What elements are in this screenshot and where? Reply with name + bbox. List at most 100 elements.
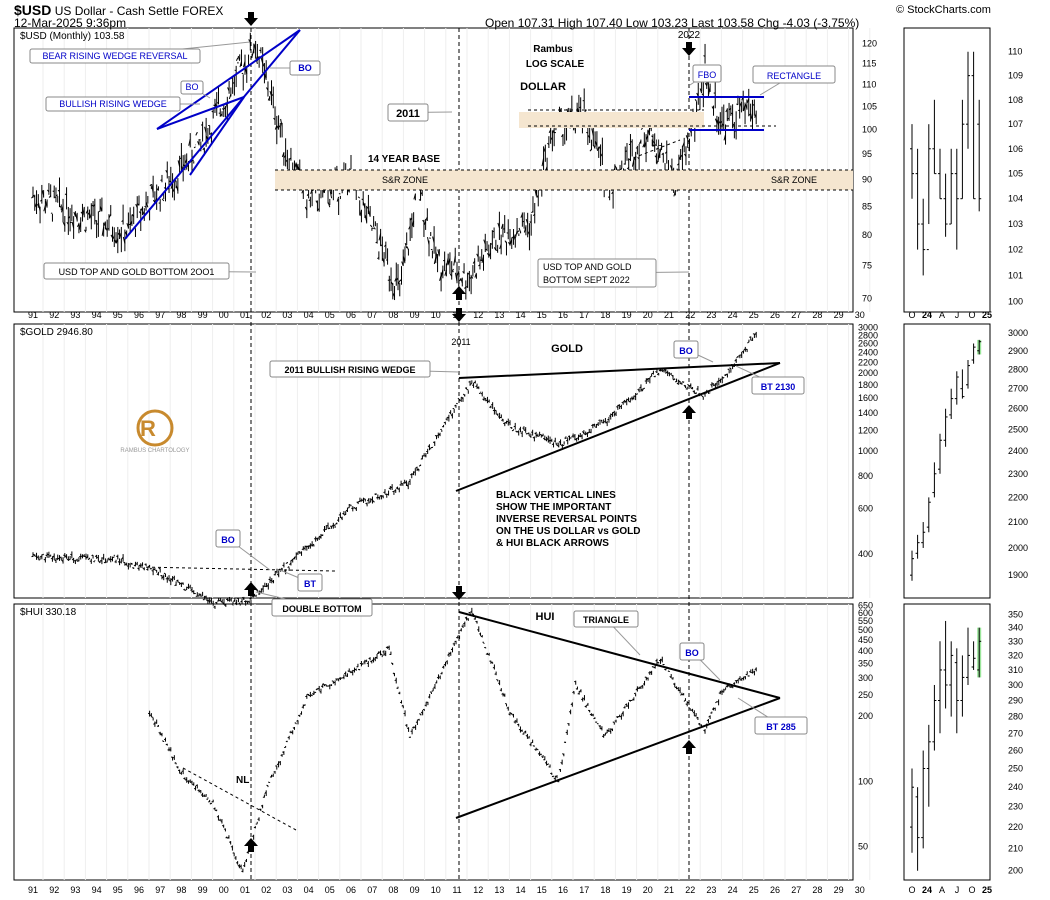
x-tick-label: 23 [706, 885, 716, 895]
hui-tick [563, 741, 566, 744]
hui-tick [499, 689, 502, 692]
usd-tick [492, 230, 495, 233]
note-line: ON THE US DOLLAR vs GOLD [496, 526, 640, 537]
hui-tick [637, 687, 640, 690]
callout-bear-wedge-text: BEAR RISING WEDGE REVERSAL [42, 51, 187, 61]
x-tick-label: 19 [622, 310, 632, 320]
gold-tick [556, 445, 560, 447]
hui-tick [225, 836, 228, 839]
hui-tick [218, 819, 221, 821]
usd-tick [600, 153, 603, 157]
gold-tick [492, 409, 495, 412]
gold-tick [462, 393, 466, 397]
usd-tick [586, 131, 589, 134]
hui-tick [579, 689, 582, 692]
sr-zone [275, 170, 853, 190]
usd-tick [235, 57, 239, 61]
hui-tick [587, 709, 590, 712]
inset-y-tick-label: 200 [1008, 866, 1023, 876]
title-rambus: Rambus [533, 44, 573, 55]
hui-tick [616, 716, 619, 719]
x-tick-label: 22 [685, 885, 695, 895]
usd-tick [486, 253, 490, 256]
inset-y-tick-label: 300 [1008, 680, 1023, 690]
x-tick-label: 22 [685, 310, 695, 320]
gold-tick [585, 432, 588, 435]
hui-tick [464, 617, 467, 620]
callout-gold-wedge-text: 2011 BULLISH RISING WEDGE [284, 365, 415, 375]
usd-tick [732, 123, 735, 126]
x-tick-label: 16 [558, 310, 568, 320]
gold-tick [454, 404, 457, 407]
hui-tick [162, 740, 164, 742]
header-credit: © StockCharts.com [896, 4, 991, 16]
inset-x-tick-label: 24 [922, 310, 932, 320]
usd-tick [31, 196, 34, 199]
hui-tick [338, 677, 341, 680]
inset-y-tick-label: 2400 [1008, 446, 1028, 456]
usd-tick [357, 196, 361, 199]
callout-hui-bt-text: BT 285 [766, 722, 796, 732]
y-tick-label: 70 [862, 293, 872, 303]
hui-tick [610, 728, 613, 731]
x-tick-label: 96 [134, 885, 144, 895]
y-tick-label: 600 [858, 503, 873, 513]
y-tick-label: 2000 [858, 368, 878, 378]
gold-tick [116, 555, 119, 558]
usd-tick [271, 93, 274, 96]
y-tick-label: 200 [858, 711, 873, 721]
hui-tick [285, 740, 288, 743]
header-description: US Dollar - Cash Settle FOREX [54, 4, 224, 18]
x-tick-label: 04 [304, 885, 314, 895]
y-tick-label: 100 [858, 776, 873, 786]
usd-tick [437, 249, 440, 257]
usd-tick [175, 185, 179, 191]
sr-zone-2011 [519, 112, 704, 128]
hui-tick [392, 672, 395, 675]
usd-tick [248, 39, 251, 44]
usd-tick [402, 256, 406, 264]
hui-tick [729, 686, 732, 688]
hui-tick [387, 646, 390, 649]
usd-tick [401, 261, 404, 266]
usd-tick [301, 189, 304, 194]
gold-tick [181, 582, 184, 585]
usd-tick [142, 211, 145, 216]
x-tick-label: 28 [812, 885, 822, 895]
x-tick-label: 07 [367, 885, 377, 895]
hui-tick [292, 727, 295, 730]
usd-tick [513, 234, 516, 240]
gold-tick [580, 434, 583, 438]
callout-usd-top-2001-box [43, 262, 230, 280]
x-tick-label: 25 [749, 885, 759, 895]
panel-frame-gold [13, 323, 854, 599]
gold-tick [151, 570, 154, 572]
hui-tick [361, 663, 364, 666]
x-tick-label: 11 [452, 885, 461, 895]
gold-tick [671, 374, 674, 377]
gold-tick [213, 605, 216, 608]
gold-tick [485, 399, 488, 402]
usd-tick [630, 141, 633, 143]
hui-tick [683, 699, 686, 702]
wedge-line-lower [189, 96, 245, 176]
note-line: & HUI BLACK ARROWS [496, 538, 609, 549]
gold-tick [574, 438, 578, 441]
usd-tick [41, 190, 45, 196]
x-tick-label: 19 [622, 885, 632, 895]
gold-tick [142, 567, 145, 570]
gold-tick [245, 600, 248, 603]
usd-tick [149, 184, 152, 187]
usd-tick [209, 132, 212, 135]
hui-tick [600, 727, 603, 730]
inset-x-tick-label: J [955, 885, 960, 895]
usd-tick [169, 180, 172, 183]
hui-tick [694, 714, 697, 717]
inset-y-tick-label: 100 [1008, 296, 1023, 306]
gold-tick [747, 341, 750, 344]
arrow-gold-2022-head [682, 405, 696, 413]
usd-tick [525, 218, 529, 224]
inset-y-tick-label: 1900 [1008, 570, 1028, 580]
gold-tick [715, 382, 718, 385]
usd-tick [68, 215, 71, 219]
